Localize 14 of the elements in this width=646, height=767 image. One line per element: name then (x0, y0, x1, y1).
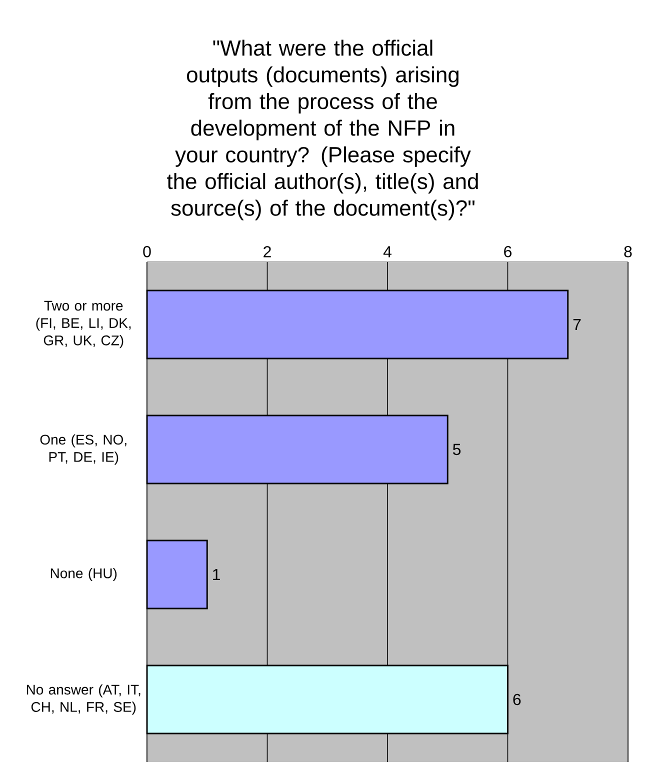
x-tick-label: 6 (504, 246, 512, 258)
y-tick-label: No answer (AT, IT, CH, NL, FR, SE) (26, 684, 140, 715)
chart-title: "What were the official outputs (documents) arising from the process of the development of the NFP in your country? (Please specify the official author(s), title(s) and source(s) of the document(s)?" (167, 40, 478, 220)
y-tick-label: None (HU) (50, 568, 117, 582)
x-tick-label: 8 (624, 246, 632, 258)
data-label: 5 (452, 444, 461, 456)
x-tick-label: 2 (264, 246, 271, 258)
data-label: 1 (213, 569, 220, 580)
x-tick-label: 4 (383, 246, 392, 258)
data-label: 7 (573, 319, 581, 330)
data-label: 6 (513, 694, 521, 706)
x-tick-label: 0 (143, 246, 151, 258)
y-tick-label: Two or more (FI, BE, LI, DK, GR, UK, CZ) (36, 300, 131, 348)
y-tick-label: One (ES, NO, PT, DE, IE) (40, 434, 126, 465)
